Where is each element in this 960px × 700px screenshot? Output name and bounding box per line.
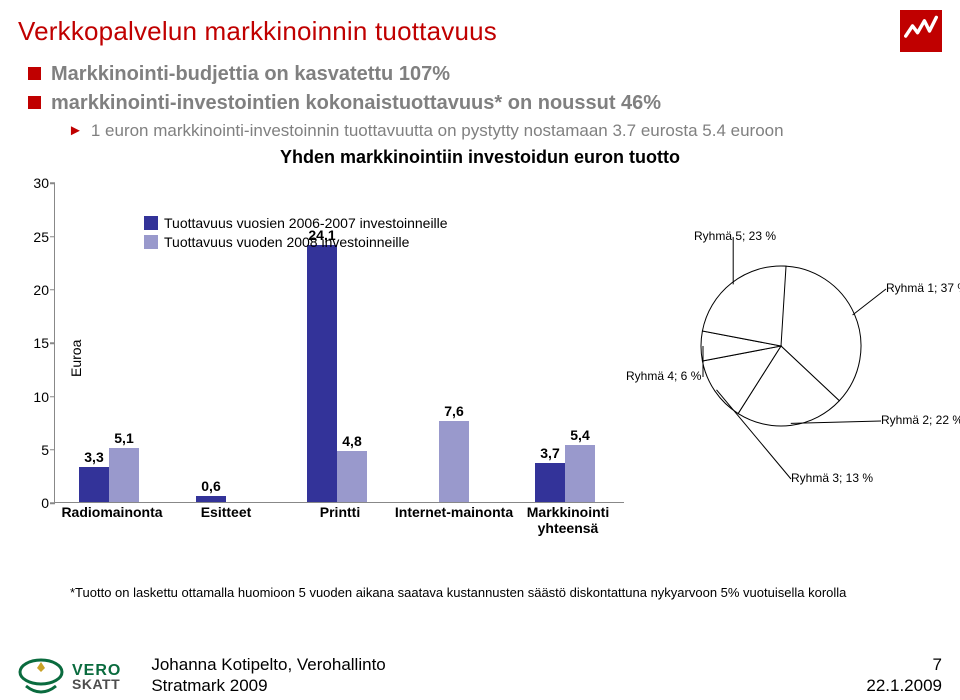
bar-value: 5,1 (104, 430, 144, 446)
bullets-area: Markkinointi-budjettia on kasvatettu 107… (0, 58, 960, 143)
title-bar: Verkkopalvelun markkinoinnin tuottavuus (0, 0, 960, 58)
y-tick: 5 (21, 442, 49, 458)
y-tick-mark (50, 236, 55, 238)
vero-text: VERO SKATT (72, 663, 121, 691)
footer-event: Stratmark 2009 (151, 676, 385, 696)
vero-logo: VERO SKATT (18, 658, 121, 696)
bar-value: 4,8 (332, 433, 372, 449)
brand-logo (900, 10, 942, 52)
pie-leader-line (853, 289, 886, 315)
bullet-row: markkinointi-investointien kokonaistuott… (28, 91, 942, 116)
pie-leader-line (791, 421, 881, 423)
bar-series-a (307, 245, 337, 502)
y-tick-mark (50, 396, 55, 398)
bar-series-a (79, 467, 109, 502)
pie-slice-label: Ryhmä 2; 22 % (881, 413, 960, 427)
slide-title: Verkkopalvelun markkinoinnin tuottavuus (18, 16, 497, 47)
bullet-icon (28, 67, 41, 80)
pie-slice-label: Ryhmä 5; 23 % (694, 229, 776, 243)
y-tick-mark (50, 343, 55, 345)
pie-leader-line (716, 390, 791, 479)
pie-slice-label: Ryhmä 1; 37 % (886, 281, 960, 295)
y-tick-mark (50, 503, 55, 505)
footer: VERO SKATT Johanna Kotipelto, Verohallin… (0, 655, 960, 696)
x-category: Markkinointiyhteensä (493, 505, 643, 536)
footer-page: 7 (866, 655, 942, 675)
bullet-text-1: markkinointi-investointien kokonaistuott… (51, 91, 661, 116)
pie-label-lines (626, 181, 946, 521)
footer-right: 7 22.1.2009 (866, 655, 942, 696)
arrow-icon: ► (68, 122, 83, 139)
bar-series-b (109, 448, 139, 502)
bar-series-b (565, 445, 595, 503)
pie-slice-label: Ryhmä 4; 6 % (626, 369, 701, 383)
sub-bullet-text: 1 euron markkinointi-investoinnin tuotta… (91, 120, 784, 141)
bullet-icon (28, 96, 41, 109)
legend: Tuottavuus vuosien 2006-2007 investoinne… (144, 215, 448, 253)
footer-author: Johanna Kotipelto, Verohallinto (151, 655, 385, 675)
vero-bottom: SKATT (72, 678, 121, 691)
bar-series-b (439, 421, 469, 502)
bullet-text-0: Markkinointi-budjettia on kasvatettu 107… (51, 62, 450, 87)
vero-crest-icon (18, 658, 64, 696)
y-tick: 10 (21, 389, 49, 405)
legend-label-1: Tuottavuus vuoden 2008 investoinneille (164, 234, 409, 250)
legend-row: Tuottavuus vuosien 2006-2007 investoinne… (144, 215, 448, 231)
bar-value: 7,6 (434, 403, 474, 419)
chart-title: Yhden markkinointiin investoidun euron t… (14, 147, 946, 168)
legend-swatch (144, 216, 158, 230)
bar-value: 5,4 (560, 427, 600, 443)
bar-value: 3,3 (74, 449, 114, 465)
y-tick-mark (50, 289, 55, 291)
y-tick: 15 (21, 335, 49, 351)
y-tick: 30 (21, 175, 49, 191)
y-tick: 25 (21, 229, 49, 245)
chart-zone: Yhden markkinointiin investoidun euron t… (14, 147, 946, 579)
y-tick: 20 (21, 282, 49, 298)
bullet-row: Markkinointi-budjettia on kasvatettu 107… (28, 62, 942, 87)
bar-value: 0,6 (191, 478, 231, 494)
sub-bullet-row: ► 1 euron markkinointi-investoinnin tuot… (68, 120, 942, 141)
bar-series-a (196, 496, 226, 502)
y-tick-mark (50, 183, 55, 185)
pie-slice-label: Ryhmä 3; 13 % (791, 471, 873, 485)
bar-series-b (337, 451, 367, 502)
zigzag-icon (904, 14, 938, 48)
legend-row: Tuottavuus vuoden 2008 investoinneille (144, 234, 448, 250)
bar-series-a (535, 463, 565, 502)
y-tick-mark (50, 449, 55, 451)
footnote: *Tuotto on laskettu ottamalla huomioon 5… (70, 585, 890, 600)
pie-chart-area: Ryhmä 1; 37 %Ryhmä 2; 22 %Ryhmä 3; 13 %R… (626, 181, 946, 521)
legend-swatch (144, 235, 158, 249)
legend-label-0: Tuottavuus vuosien 2006-2007 investoinne… (164, 215, 448, 231)
footer-center: Johanna Kotipelto, Verohallinto Stratmar… (151, 655, 385, 696)
bar-value: 3,7 (530, 445, 570, 461)
footer-date: 22.1.2009 (866, 676, 942, 696)
